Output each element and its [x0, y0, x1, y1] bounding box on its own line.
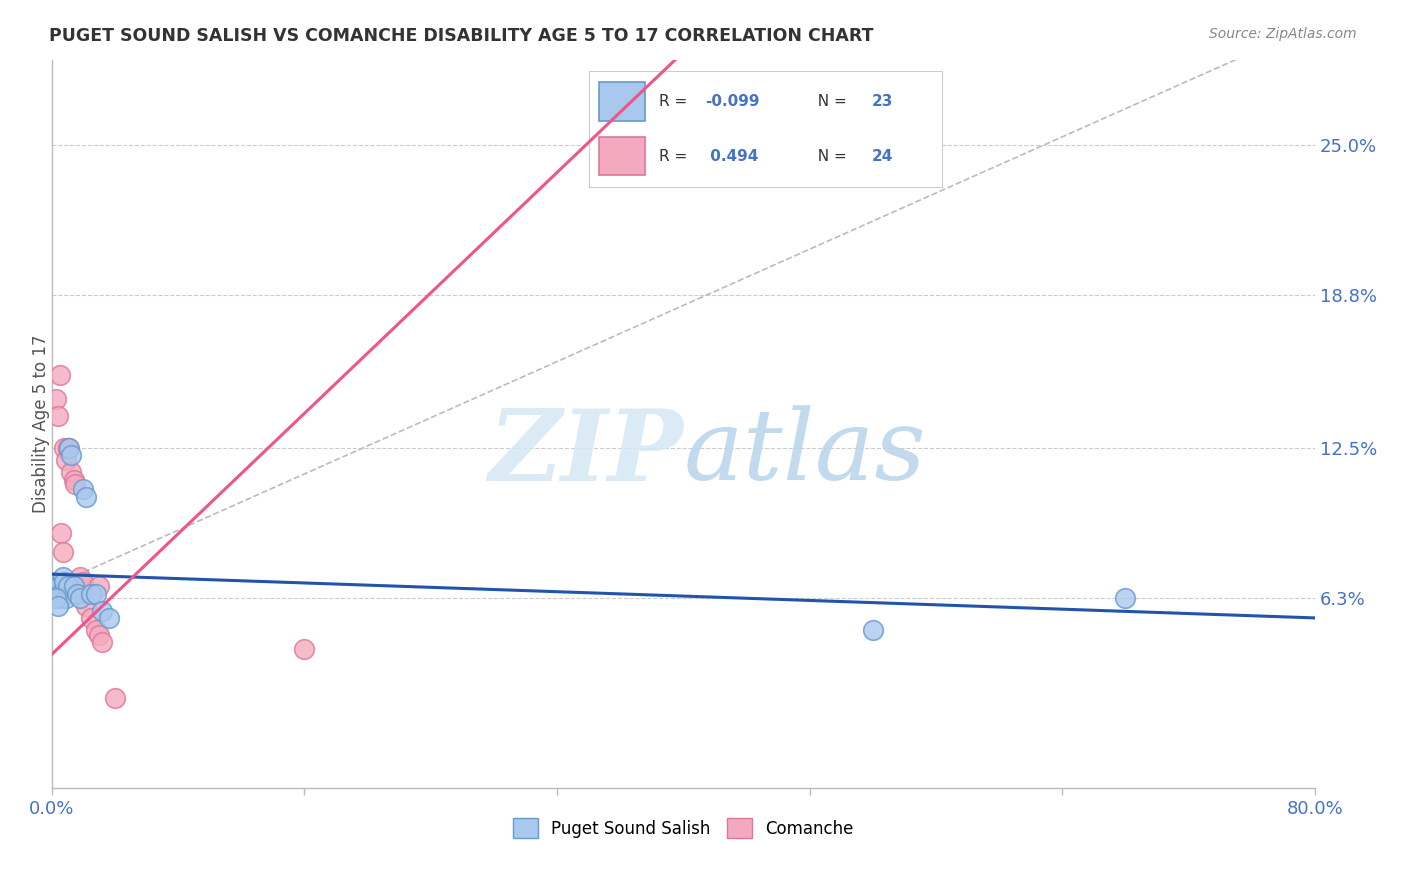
Point: [91, 635, 114, 649]
Y-axis label: Disability Age 5 to 17: Disability Age 5 to 17: [32, 334, 49, 513]
Point: [91, 604, 114, 618]
Text: Source: ZipAtlas.com: Source: ZipAtlas.com: [1209, 27, 1357, 41]
Point: [65, 477, 87, 491]
Legend: Puget Sound Salish, Comanche: Puget Sound Salish, Comanche: [506, 812, 860, 845]
Point: [45, 591, 67, 606]
Point: [59, 465, 82, 479]
Text: atlas: atlas: [683, 405, 927, 500]
Point: [52, 569, 75, 583]
Point: [46, 409, 69, 424]
Point: [69, 591, 91, 606]
Point: [80, 611, 103, 625]
Point: [53, 574, 76, 589]
Point: [1114, 591, 1136, 606]
Point: [46, 579, 69, 593]
Point: [63, 473, 86, 487]
Point: [58, 441, 80, 455]
Point: [56, 441, 79, 455]
Point: [66, 587, 89, 601]
Point: [56, 441, 79, 455]
Point: [66, 579, 89, 593]
Point: [87, 579, 110, 593]
Point: [76, 599, 98, 613]
Point: [97, 611, 120, 625]
Point: [69, 569, 91, 583]
Point: [48, 587, 70, 601]
Text: ZIP: ZIP: [488, 405, 683, 501]
Point: [48, 368, 70, 383]
Point: [59, 448, 82, 462]
Point: [45, 392, 67, 407]
Point: [51, 525, 73, 540]
Point: [72, 587, 94, 601]
Point: [52, 545, 75, 559]
Point: [76, 490, 98, 504]
Point: [862, 623, 884, 637]
Point: [56, 579, 79, 593]
Point: [80, 587, 103, 601]
Point: [45, 574, 67, 589]
Point: [72, 482, 94, 496]
Point: [104, 691, 127, 706]
Point: [55, 453, 77, 467]
Point: [84, 587, 107, 601]
Point: [72, 574, 94, 589]
Point: [46, 599, 69, 613]
Point: [63, 579, 86, 593]
Point: [292, 642, 315, 657]
Text: PUGET SOUND SALISH VS COMANCHE DISABILITY AGE 5 TO 17 CORRELATION CHART: PUGET SOUND SALISH VS COMANCHE DISABILIT…: [49, 27, 873, 45]
Point: [53, 441, 76, 455]
Point: [87, 628, 110, 642]
Point: [51, 591, 73, 606]
Point: [84, 623, 107, 637]
Point: [55, 591, 77, 606]
